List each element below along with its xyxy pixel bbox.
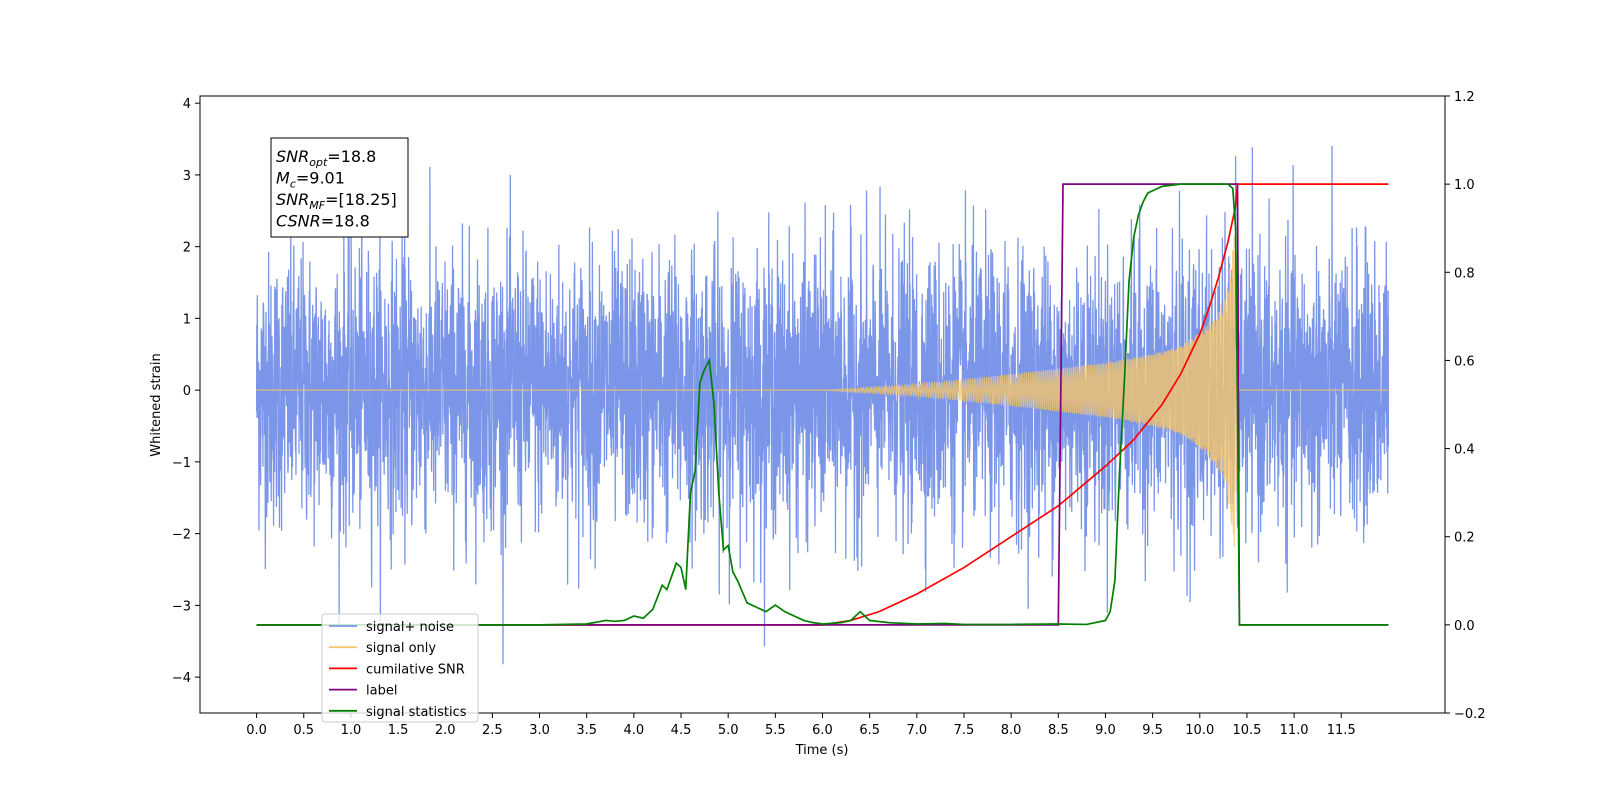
y-axis-left: 4 3 2 1 0 −1 −2 −3 −4 — [172, 97, 200, 686]
x-axis-label: Time (s) — [795, 743, 849, 758]
x-tick-label: 1.0 — [341, 723, 362, 738]
x-tick-label: 6.0 — [812, 723, 833, 738]
y2-tick-label: 0.8 — [1454, 266, 1475, 281]
x-tick-label: 11.0 — [1280, 723, 1309, 738]
y2-tick-label: 0.0 — [1454, 619, 1475, 634]
annotation-line: SNRMF=[18.25] — [276, 190, 397, 212]
series-cumulative-snr — [256, 183, 1389, 626]
x-tick-label: 3.5 — [576, 723, 597, 738]
x-tick-label: 4.0 — [624, 723, 645, 738]
series-layer — [255, 145, 1390, 665]
x-tick-label: 3.0 — [529, 723, 550, 738]
y2-tick-label: 0.2 — [1454, 531, 1475, 546]
x-tick-label: 2.0 — [435, 723, 456, 738]
series-signal-statistics — [256, 183, 1389, 626]
x-axis: 0.0 0.5 1.0 1.5 2.0 2.5 3.0 3.5 4.0 4.5 5.0 5.5 6.0 6… — [246, 713, 1356, 738]
y-tick-label: −3 — [172, 599, 191, 614]
y2-tick-label: 0.4 — [1454, 443, 1475, 458]
legend-frame — [321, 613, 479, 723]
legend-label: signal+ noise — [366, 620, 454, 635]
y2-tick-label: 0.6 — [1454, 354, 1475, 369]
legend: signal+ noise signal only cumilative SNR la… — [321, 613, 479, 723]
y-tick-label: 0 — [183, 384, 191, 399]
y-tick-label: −2 — [172, 528, 191, 543]
y-axis-label: Whitened strain — [149, 353, 164, 456]
y-tick-label: 2 — [183, 241, 191, 256]
x-tick-label: 11.5 — [1327, 723, 1356, 738]
legend-label: signal statistics — [366, 705, 467, 720]
x-tick-label: 2.5 — [482, 723, 503, 738]
x-tick-label: 10.0 — [1185, 723, 1214, 738]
y-tick-label: 1 — [183, 312, 191, 327]
annotation-frame — [270, 137, 409, 238]
x-tick-label: 4.5 — [671, 723, 692, 738]
annotation-line: Mc=9.01 — [276, 169, 345, 191]
x-tick-label: 9.5 — [1142, 723, 1163, 738]
x-tick-label: 5.5 — [765, 723, 786, 738]
annotation-line: SNRopt=18.8 — [276, 147, 376, 169]
y-tick-label: 4 — [183, 97, 191, 112]
x-tick-label: 9.0 — [1095, 723, 1116, 738]
x-tick-label: 5.0 — [718, 723, 739, 738]
x-tick-label: 8.5 — [1048, 723, 1069, 738]
y-tick-label: −1 — [172, 456, 191, 471]
y2-tick-label: 1.0 — [1454, 178, 1475, 193]
y-tick-label: 3 — [183, 169, 191, 184]
y2-tick-label: 1.2 — [1454, 90, 1475, 105]
x-tick-label: 7.0 — [906, 723, 927, 738]
x-tick-label: 1.5 — [388, 723, 409, 738]
x-tick-label: 7.5 — [954, 723, 975, 738]
legend-label: label — [366, 684, 397, 699]
legend-label: cumilative SNR — [366, 662, 465, 677]
x-tick-label: 0.5 — [293, 723, 314, 738]
x-tick-label: 10.5 — [1232, 723, 1261, 738]
x-tick-label: 8.0 — [1001, 723, 1022, 738]
y2-tick-label: −0.2 — [1454, 707, 1486, 722]
legend-label: signal only — [366, 641, 436, 656]
x-tick-label: 0.0 — [246, 723, 267, 738]
y-tick-label: −4 — [172, 671, 191, 686]
y-axis-right: 1.2 1.0 0.8 0.6 0.4 0.2 0.0 −0.2 — [1445, 90, 1486, 722]
series-signal-only — [256, 236, 1389, 547]
x-tick-label: 6.5 — [859, 723, 880, 738]
annotation-line: CSNR=18.8 — [276, 212, 370, 231]
